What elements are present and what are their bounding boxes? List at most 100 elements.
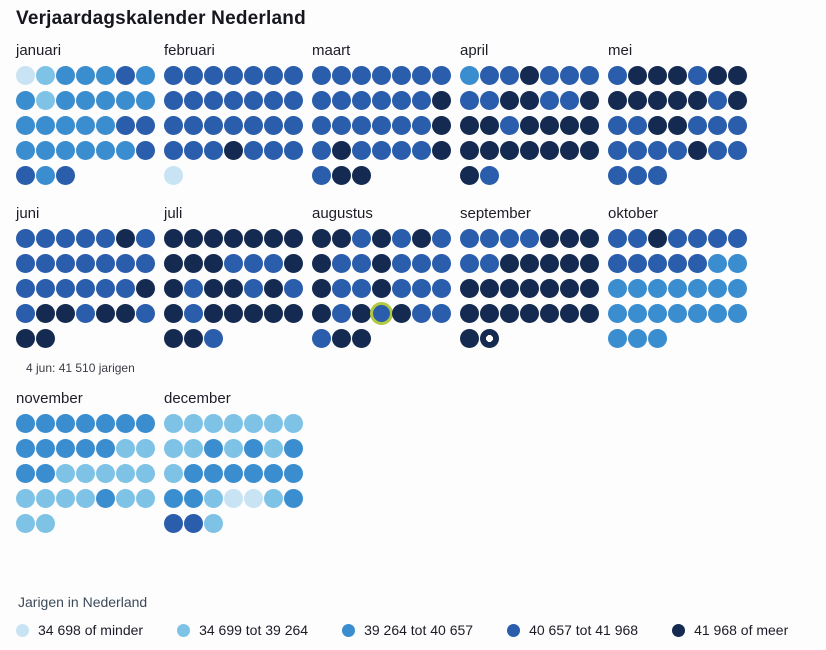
day-cell[interactable] — [136, 439, 155, 458]
day-cell[interactable] — [264, 141, 283, 160]
day-cell[interactable] — [480, 166, 499, 185]
day-cell[interactable] — [708, 304, 727, 323]
day-cell[interactable] — [184, 229, 203, 248]
day-cell[interactable] — [500, 66, 519, 85]
day-cell[interactable] — [628, 91, 647, 110]
day-cell[interactable] — [560, 304, 579, 323]
day-cell[interactable] — [372, 279, 391, 298]
day-cell[interactable] — [204, 66, 223, 85]
day-cell[interactable] — [500, 141, 519, 160]
day-cell[interactable] — [136, 229, 155, 248]
day-cell[interactable] — [608, 279, 627, 298]
day-cell[interactable] — [608, 66, 627, 85]
day-cell[interactable] — [56, 166, 75, 185]
day-cell[interactable] — [708, 66, 727, 85]
day-cell[interactable] — [392, 116, 411, 135]
day-cell[interactable] — [56, 91, 75, 110]
day-cell[interactable] — [560, 91, 579, 110]
day-cell[interactable] — [520, 66, 539, 85]
day-cell[interactable] — [116, 229, 135, 248]
day-cell[interactable] — [648, 229, 667, 248]
day-cell[interactable] — [116, 464, 135, 483]
day-cell[interactable] — [460, 66, 479, 85]
day-cell[interactable] — [480, 141, 499, 160]
day-cell[interactable] — [184, 304, 203, 323]
day-cell[interactable] — [560, 116, 579, 135]
day-cell[interactable] — [76, 304, 95, 323]
day-cell[interactable] — [184, 116, 203, 135]
day-cell[interactable] — [628, 116, 647, 135]
day-cell[interactable] — [372, 66, 391, 85]
day-cell[interactable] — [628, 66, 647, 85]
day-cell[interactable] — [332, 279, 351, 298]
day-cell[interactable] — [708, 279, 727, 298]
day-cell[interactable] — [520, 254, 539, 273]
day-cell[interactable] — [184, 439, 203, 458]
day-cell[interactable] — [412, 229, 431, 248]
day-cell[interactable] — [116, 116, 135, 135]
day-cell[interactable] — [352, 141, 371, 160]
day-cell[interactable] — [76, 141, 95, 160]
day-cell[interactable] — [224, 464, 243, 483]
day-cell[interactable] — [728, 91, 747, 110]
day-cell[interactable] — [284, 489, 303, 508]
day-cell[interactable] — [432, 91, 451, 110]
day-cell[interactable] — [708, 254, 727, 273]
day-cell[interactable] — [560, 254, 579, 273]
day-cell[interactable] — [608, 116, 627, 135]
day-cell[interactable] — [648, 141, 667, 160]
day-cell[interactable] — [264, 91, 283, 110]
day-cell[interactable] — [264, 489, 283, 508]
day-cell[interactable] — [96, 279, 115, 298]
day-cell[interactable] — [580, 229, 599, 248]
day-cell[interactable] — [16, 304, 35, 323]
day-cell[interactable] — [56, 66, 75, 85]
day-cell[interactable] — [412, 91, 431, 110]
day-cell[interactable] — [608, 329, 627, 348]
day-cell[interactable] — [332, 116, 351, 135]
day-cell[interactable] — [312, 254, 331, 273]
day-cell[interactable] — [560, 141, 579, 160]
day-cell[interactable] — [204, 116, 223, 135]
day-cell[interactable] — [580, 304, 599, 323]
day-cell[interactable] — [56, 414, 75, 433]
day-cell[interactable] — [540, 229, 559, 248]
day-cell[interactable] — [56, 304, 75, 323]
day-cell[interactable] — [372, 91, 391, 110]
day-cell[interactable] — [244, 116, 263, 135]
day-cell[interactable] — [580, 254, 599, 273]
day-cell[interactable] — [688, 304, 707, 323]
day-cell[interactable] — [224, 116, 243, 135]
day-cell[interactable] — [312, 304, 331, 323]
day-cell[interactable] — [16, 439, 35, 458]
day-cell[interactable] — [16, 414, 35, 433]
day-cell[interactable] — [116, 304, 135, 323]
day-cell[interactable] — [412, 116, 431, 135]
day-cell[interactable] — [36, 414, 55, 433]
day-cell[interactable] — [500, 91, 519, 110]
day-cell[interactable] — [224, 141, 243, 160]
day-cell[interactable] — [284, 229, 303, 248]
day-cell[interactable] — [204, 514, 223, 533]
day-cell[interactable] — [184, 414, 203, 433]
day-cell[interactable] — [284, 279, 303, 298]
day-cell[interactable] — [16, 279, 35, 298]
day-cell[interactable] — [580, 279, 599, 298]
day-cell[interactable] — [520, 304, 539, 323]
day-cell[interactable] — [244, 66, 263, 85]
day-cell[interactable] — [264, 439, 283, 458]
day-cell[interactable] — [56, 116, 75, 135]
day-cell[interactable] — [648, 329, 667, 348]
day-cell[interactable] — [16, 166, 35, 185]
day-cell[interactable] — [36, 66, 55, 85]
day-cell[interactable] — [224, 304, 243, 323]
day-cell[interactable] — [264, 464, 283, 483]
day-cell[interactable] — [16, 489, 35, 508]
day-cell[interactable] — [540, 254, 559, 273]
day-cell[interactable] — [372, 229, 391, 248]
day-cell[interactable] — [560, 66, 579, 85]
day-cell[interactable] — [312, 279, 331, 298]
day-cell[interactable] — [392, 141, 411, 160]
day-cell[interactable] — [96, 489, 115, 508]
day-cell[interactable] — [76, 91, 95, 110]
